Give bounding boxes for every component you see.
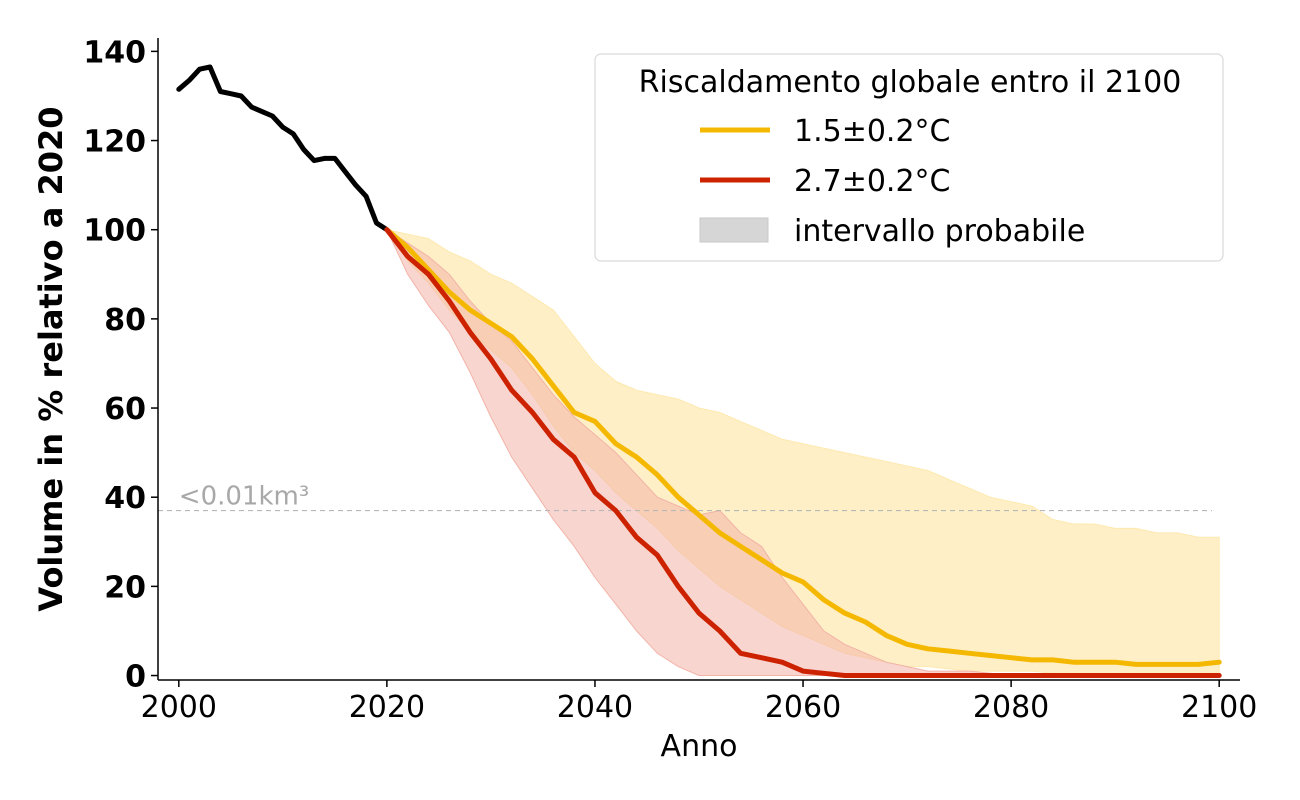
x-tick-label: 2040 <box>557 690 633 725</box>
legend-label-range: intervallo probabile <box>794 214 1085 249</box>
x-tick-label: 2100 <box>1181 690 1257 725</box>
x-ticks: 2000 2020 2040 2060 2080 2100 <box>141 680 1257 725</box>
x-axis-title: Anno <box>661 729 738 764</box>
y-tick-label: 0 <box>125 660 146 695</box>
axes <box>157 38 1240 681</box>
legend-swatch-range <box>699 217 769 243</box>
y-ticks: 0 20 40 60 80 100 120 140 <box>83 35 158 695</box>
y-tick-label: 20 <box>104 570 146 605</box>
x-tick-label: 2060 <box>765 690 841 725</box>
y-tick-label: 120 <box>83 125 146 160</box>
uncertainty-bands <box>385 228 1220 676</box>
x-tick-label: 2000 <box>141 690 217 725</box>
y-tick-label: 80 <box>104 303 146 338</box>
band-1 <box>385 228 1220 676</box>
y-tick-label: 40 <box>104 481 146 516</box>
y-tick-label: 140 <box>83 35 146 70</box>
legend-title: Riscaldamento globale entro il 2100 <box>639 65 1182 100</box>
reference-line-label: <0.01km³ <box>179 482 309 512</box>
y-axis-title: Volume in % relativo a 2020 <box>32 106 70 611</box>
legend-label-2-7: 2.7±0.2°C <box>794 164 951 199</box>
line-series-0 <box>384 227 1222 667</box>
line-observed <box>176 64 390 233</box>
reference-line-group: <0.01km³ <box>158 482 1212 512</box>
y-tick-label: 60 <box>104 392 146 427</box>
line-series-1 <box>384 227 1222 678</box>
series-lines <box>176 64 1222 678</box>
legend-label-1-5: 1.5±0.2°C <box>794 114 951 149</box>
legend: Riscaldamento globale entro il 2100 1.5±… <box>594 53 1224 262</box>
y-tick-label: 100 <box>83 214 146 249</box>
x-tick-label: 2020 <box>349 690 425 725</box>
x-tick-label: 2080 <box>973 690 1049 725</box>
legend-frame <box>594 53 1224 262</box>
